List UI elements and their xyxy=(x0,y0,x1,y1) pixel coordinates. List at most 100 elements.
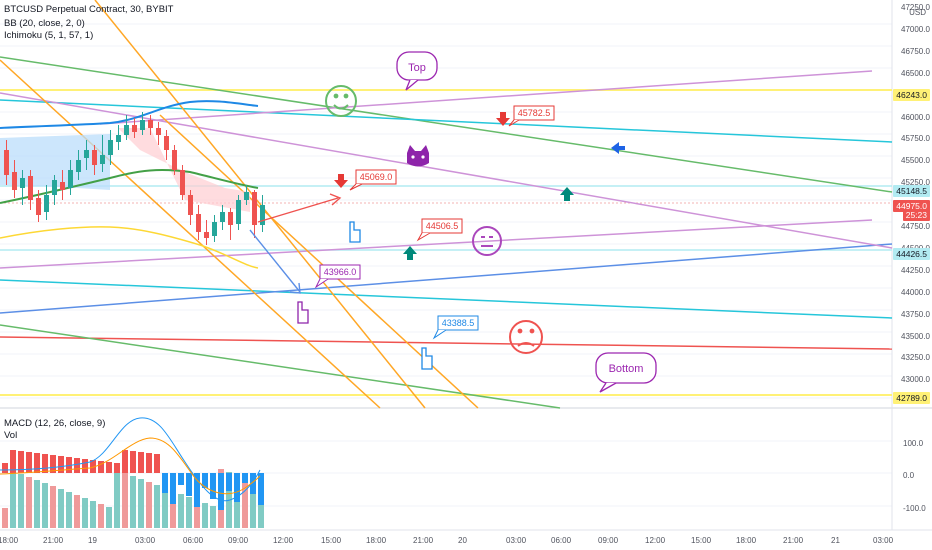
volume-bar xyxy=(242,478,248,528)
price-tag: 25:23 xyxy=(902,208,930,221)
candle-body xyxy=(4,150,9,175)
macd-hist-bar xyxy=(114,463,120,473)
pointing-hand-icon[interactable] xyxy=(297,301,309,324)
macd-axis[interactable]: 100.0 0.0 -100.0 xyxy=(893,409,932,529)
price-tick: 43750.0 xyxy=(901,309,930,319)
macd-legend[interactable]: MACD (12, 26, close, 9) xyxy=(4,418,106,429)
price-tick: 44000.0 xyxy=(901,287,930,297)
volume-bar xyxy=(2,508,8,528)
price-label-44506-text: 44506.5 xyxy=(426,221,459,231)
macd-lines xyxy=(0,417,261,502)
price-label-43388-text: 43388.5 xyxy=(442,318,475,328)
pointing-hand-icon[interactable] xyxy=(421,347,433,370)
price-label-43966[interactable]: 43966.0 xyxy=(314,264,361,289)
price-label-45782-text: 45782.5 xyxy=(518,108,551,118)
volume-bar xyxy=(146,482,152,528)
time-tick: 03:00 xyxy=(135,536,156,545)
candle-body xyxy=(236,200,241,224)
candle-body xyxy=(92,150,97,165)
time-tick: 09:00 xyxy=(598,536,619,545)
callout-bottom[interactable]: Bottom xyxy=(595,352,657,393)
time-tick: 21:00 xyxy=(783,536,804,545)
ichimoku-legend[interactable]: Ichimoku (5, 1, 57, 1) xyxy=(4,30,94,41)
time-axis[interactable]: 18:00 21:00 19 03:00 06:00 09:00 12:00 15:00 18:… xyxy=(0,531,893,550)
macd-hist-bar xyxy=(258,473,264,505)
sad-face-icon[interactable] xyxy=(509,320,543,354)
volume-bar xyxy=(258,484,264,528)
price-label-43388[interactable]: 43388.5 xyxy=(432,315,479,340)
price-tag: 42789.0 xyxy=(893,391,930,404)
pointing-hand-icon[interactable] xyxy=(349,221,361,243)
macd-hist-bar xyxy=(154,454,160,473)
cat-face-icon[interactable] xyxy=(407,145,429,167)
time-tick: 09:00 xyxy=(228,536,249,545)
volume-bar xyxy=(66,492,72,528)
macd-hist-bar xyxy=(82,459,88,473)
candle-body xyxy=(188,195,193,215)
macd-histogram xyxy=(2,450,264,528)
time-tick: 21:00 xyxy=(43,536,64,545)
candle-body xyxy=(124,125,129,135)
time-tick: 15:00 xyxy=(321,536,342,545)
arrow-up-icon[interactable] xyxy=(403,246,417,260)
volume-bar xyxy=(202,503,208,528)
candle-body xyxy=(252,192,257,225)
price-tick: 43500.0 xyxy=(901,331,930,341)
macd-hist-bar xyxy=(34,453,40,473)
time-tick: 12:00 xyxy=(273,536,294,545)
neutral-face-icon[interactable] xyxy=(472,226,502,256)
symbol-legend[interactable]: BTCUSD Perpetual Contract, 30, BYBIT xyxy=(4,4,174,15)
volume-bar xyxy=(50,486,56,528)
arrow-left-icon[interactable] xyxy=(611,142,625,154)
volume-bar xyxy=(114,470,120,528)
macd-hist-bar xyxy=(138,452,144,473)
volume-bar xyxy=(74,495,80,528)
price-tick: 45750.0 xyxy=(901,134,930,144)
macd-hist-bar xyxy=(162,473,168,493)
happy-face-icon[interactable] xyxy=(325,85,357,117)
volume-bar xyxy=(186,497,192,528)
price-tick: 44250.0 xyxy=(901,265,930,275)
arrow-up-icon[interactable] xyxy=(560,187,574,201)
candle-body xyxy=(44,195,49,212)
price-tick: 46000.0 xyxy=(901,112,930,122)
price-label-45782[interactable]: 45782.5 xyxy=(508,105,555,127)
candle-body xyxy=(132,125,137,132)
candle-body xyxy=(68,170,73,188)
time-tick: 18:00 xyxy=(0,536,19,545)
volume-bar xyxy=(34,480,40,528)
macd-hist-bar xyxy=(242,473,248,483)
bb-legend[interactable]: BB (20, close, 2, 0) xyxy=(4,18,85,29)
vol-legend[interactable]: Vol xyxy=(4,430,18,441)
candle-body xyxy=(180,170,185,195)
time-tick: 18:00 xyxy=(736,536,757,545)
price-label-44506[interactable]: 44506.5 xyxy=(416,218,463,242)
macd-hist-bar xyxy=(218,473,224,510)
callout-top[interactable]: Top xyxy=(396,51,438,91)
projection-arrows[interactable] xyxy=(249,193,342,294)
price-tick: 45500.0 xyxy=(901,156,930,166)
arrow-down-icon[interactable] xyxy=(496,112,510,126)
price-axis[interactable]: USD 47250.047000.046750.046500.046250.04… xyxy=(893,0,932,408)
volume-bar xyxy=(154,485,160,528)
macd-hist-bar xyxy=(226,473,232,491)
macd-hist-bar xyxy=(66,457,72,473)
trend-lines[interactable] xyxy=(0,0,893,409)
time-tick: 19 xyxy=(88,536,97,545)
candle-body xyxy=(76,160,81,172)
volume-bar xyxy=(58,489,64,528)
macd-hist-bar xyxy=(58,456,64,473)
price-label-45069[interactable]: 45069.0 xyxy=(349,169,397,191)
macd-hist-bar xyxy=(10,450,16,473)
arrow-down-icon[interactable] xyxy=(334,174,348,188)
volume-bar xyxy=(178,494,184,528)
macd-hist-bar xyxy=(74,458,80,473)
volume-bar xyxy=(18,474,24,528)
price-tick: 46500.0 xyxy=(901,68,930,78)
grid xyxy=(0,23,892,507)
price-tick: 43000.0 xyxy=(901,375,930,385)
macd-hist-bar xyxy=(106,462,112,473)
volume-bar xyxy=(250,481,256,528)
macd-hist-bar xyxy=(42,454,48,473)
